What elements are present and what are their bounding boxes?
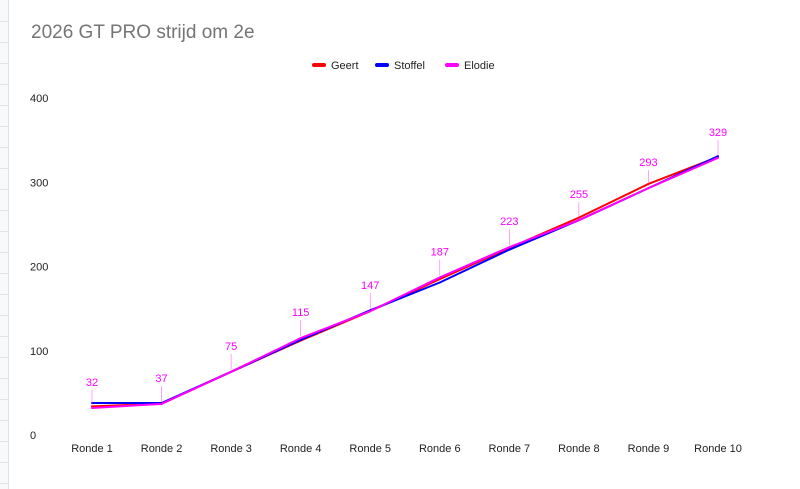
data-point [717, 155, 719, 158]
x-tick-label: Ronde 4 [280, 443, 322, 455]
x-tick-label: Ronde 2 [141, 443, 183, 455]
gutter-row-line [0, 252, 8, 253]
gutter-row-line [0, 147, 8, 148]
gutter-row-line [0, 63, 8, 64]
gutter-row-line [0, 189, 8, 190]
data-label: 115 [292, 307, 310, 319]
gutter-row-line [0, 294, 8, 295]
legend-label: Elodie [464, 60, 495, 72]
data-label: 32 [86, 377, 98, 389]
gutter-row-line [0, 126, 8, 127]
x-tick-label: Ronde 9 [628, 443, 670, 455]
y-tick-label: 0 [30, 430, 36, 442]
data-point [160, 402, 163, 405]
x-tick-label: Ronde 10 [694, 443, 742, 455]
data-point [369, 310, 372, 313]
x-tick-label: Ronde 3 [210, 443, 252, 455]
data-point [91, 407, 93, 410]
data-label: 37 [155, 373, 167, 385]
gutter-row-line [0, 42, 8, 43]
x-tick-label: Ronde 7 [489, 443, 531, 455]
sheet-row-gutter [0, 0, 9, 489]
gutter-row-line [0, 462, 8, 463]
data-label: 329 [709, 127, 727, 139]
gutter-row-line [0, 483, 8, 484]
data-label: 75 [225, 341, 237, 353]
data-point [577, 219, 580, 222]
gutter-row-line [0, 378, 8, 379]
data-label: 187 [431, 246, 449, 258]
gutter-row-line [0, 273, 8, 274]
y-tick-label: 200 [30, 262, 48, 274]
data-label: 147 [361, 280, 379, 292]
y-tick-label: 100 [30, 346, 48, 358]
gutter-row-line [0, 21, 8, 22]
chart-title: 2026 GT PRO strijd om 2e [31, 22, 255, 43]
gutter-row-line [0, 357, 8, 358]
data-label: 255 [570, 189, 588, 201]
x-tick-label: Ronde 6 [419, 443, 461, 455]
gutter-row-line [0, 315, 8, 316]
gutter-row-line [0, 168, 8, 169]
data-point [91, 405, 93, 408]
data-label: 293 [639, 157, 657, 169]
gutter-row-line [0, 210, 8, 211]
data-point [230, 370, 233, 373]
gutter-row-line [0, 441, 8, 442]
series-line [92, 155, 719, 404]
series-line [91, 156, 719, 410]
data-point [717, 156, 719, 159]
data-label: 223 [500, 216, 518, 228]
x-tick-label: Ronde 8 [558, 443, 600, 455]
gutter-row-line [0, 84, 8, 85]
legend-label: Geert [331, 60, 359, 72]
x-tick-label: Ronde 5 [349, 443, 391, 455]
gutter-row-line [0, 420, 8, 421]
y-tick-label: 400 [30, 93, 48, 105]
data-point [299, 337, 302, 340]
gutter-row-line [0, 105, 8, 106]
legend-label: Stoffel [394, 60, 425, 72]
data-point [438, 276, 441, 279]
gutter-row-line [0, 231, 8, 232]
series-line [91, 156, 719, 408]
data-point [508, 248, 511, 251]
data-point [647, 187, 650, 190]
x-tick-label: Ronde 1 [71, 443, 113, 455]
gutter-row-line [0, 336, 8, 337]
data-point [508, 246, 511, 249]
data-point [438, 281, 441, 284]
gutter-row-line [0, 399, 8, 400]
y-tick-label: 300 [30, 177, 48, 189]
